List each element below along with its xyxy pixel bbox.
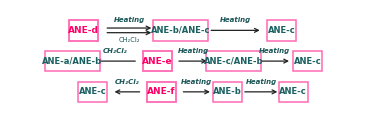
Text: CH₂Cl₂: CH₂Cl₂: [119, 37, 140, 43]
Text: ANE-c: ANE-c: [279, 87, 307, 96]
Text: Heating: Heating: [177, 48, 209, 54]
FancyBboxPatch shape: [279, 82, 308, 102]
FancyBboxPatch shape: [147, 82, 176, 102]
Text: ANE-c/ANE-b: ANE-c/ANE-b: [203, 57, 263, 66]
Text: ANE-c: ANE-c: [268, 26, 296, 35]
Text: ANE-f: ANE-f: [147, 87, 176, 96]
Text: ANE-d: ANE-d: [68, 26, 99, 35]
Text: ANE-b/ANE-c: ANE-b/ANE-c: [151, 26, 210, 35]
Text: Heating: Heating: [246, 79, 277, 85]
Text: ANE-e: ANE-e: [142, 57, 172, 66]
FancyBboxPatch shape: [78, 82, 107, 102]
Text: CH₂Cl₂: CH₂Cl₂: [103, 48, 128, 54]
Text: Heating: Heating: [181, 79, 212, 85]
FancyBboxPatch shape: [70, 20, 98, 41]
FancyBboxPatch shape: [143, 51, 172, 71]
Text: Heating: Heating: [259, 48, 290, 54]
Text: CH₂Cl₂: CH₂Cl₂: [115, 79, 139, 85]
FancyBboxPatch shape: [206, 51, 261, 71]
Text: Heating: Heating: [220, 17, 251, 23]
FancyBboxPatch shape: [213, 82, 242, 102]
Text: ANE-a/ANE-b: ANE-a/ANE-b: [42, 57, 102, 66]
Text: ANE-c: ANE-c: [294, 57, 322, 66]
FancyBboxPatch shape: [267, 20, 296, 41]
Text: Heating: Heating: [114, 17, 145, 23]
FancyBboxPatch shape: [293, 51, 322, 71]
FancyBboxPatch shape: [153, 20, 208, 41]
Text: ANE-b: ANE-b: [213, 87, 242, 96]
FancyBboxPatch shape: [45, 51, 100, 71]
Text: ANE-c: ANE-c: [79, 87, 107, 96]
